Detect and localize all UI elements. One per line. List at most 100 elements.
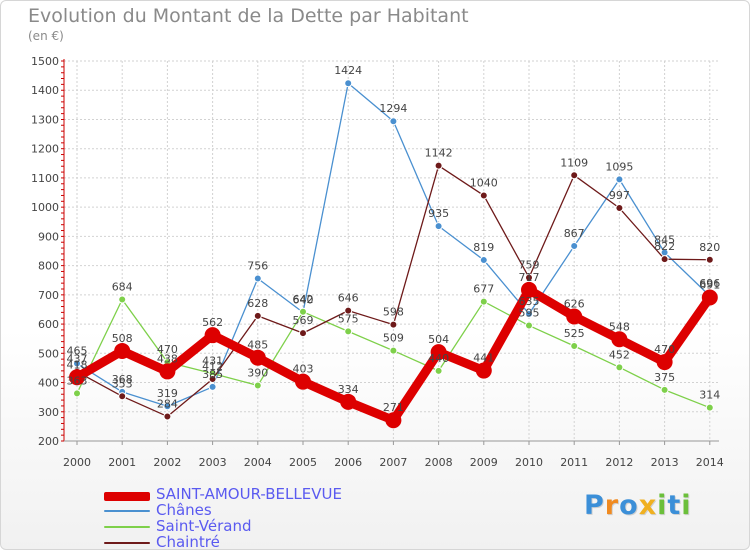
- y-tick-label: 1300: [31, 113, 59, 126]
- data-label: 1040: [470, 176, 498, 189]
- data-point: [253, 381, 262, 390]
- data-label: 717: [519, 271, 540, 284]
- data-point: [389, 320, 398, 329]
- data-label: 626: [564, 297, 585, 310]
- y-tick-label: 1500: [31, 55, 59, 68]
- data-point: [479, 297, 488, 306]
- data-label: 759: [519, 259, 540, 272]
- legend-label: SAINT-AMOUR-BELLEVUE: [156, 485, 342, 503]
- legend-swatch: [104, 542, 150, 544]
- data-label: 504: [428, 333, 449, 346]
- data-point: [159, 363, 176, 380]
- y-tick-label: 1400: [31, 84, 59, 97]
- logo-letter: P: [584, 490, 605, 521]
- y-tick-label: 1100: [31, 172, 59, 185]
- data-point: [705, 403, 714, 412]
- data-label: 1095: [605, 160, 633, 173]
- data-label: 867: [564, 227, 585, 240]
- data-label: 284: [157, 397, 178, 410]
- data-point: [615, 175, 624, 184]
- data-point: [385, 412, 402, 429]
- legend-swatch: [104, 510, 150, 512]
- data-label: 691: [699, 278, 720, 291]
- chart-subtitle: (en €): [28, 29, 64, 43]
- legend-label: Saint-Vérand: [156, 517, 252, 535]
- data-label: 1142: [425, 147, 453, 160]
- data-label: 485: [247, 339, 268, 352]
- logo-letter: r: [604, 490, 620, 521]
- data-point: [389, 117, 398, 126]
- data-point: [249, 349, 266, 366]
- data-label: 935: [428, 207, 449, 220]
- data-point: [570, 342, 579, 350]
- data-point: [434, 366, 443, 375]
- data-point: [479, 191, 488, 200]
- x-tick-label: 2013: [651, 456, 679, 469]
- logo-letter: o: [619, 490, 639, 521]
- data-point: [253, 311, 262, 320]
- data-label: 470: [654, 343, 675, 356]
- chart-title: Evolution du Montant de la Dette par Hab…: [28, 5, 469, 27]
- data-label: 334: [338, 383, 359, 396]
- x-tick-label: 2012: [605, 456, 633, 469]
- data-label: 375: [654, 371, 675, 384]
- y-tick-label: 600: [38, 318, 59, 331]
- data-point: [656, 354, 673, 371]
- x-tick-label: 2011: [560, 456, 588, 469]
- data-point: [163, 402, 172, 411]
- y-tick-label: 500: [38, 347, 59, 360]
- x-tick-label: 2005: [289, 456, 317, 469]
- data-label: 470: [157, 343, 178, 356]
- data-point: [475, 362, 492, 379]
- data-label: 412: [202, 360, 223, 373]
- data-label: 569: [293, 314, 314, 327]
- x-tick-label: 2014: [696, 456, 724, 469]
- y-tick-label: 900: [38, 230, 59, 243]
- data-label: 1109: [560, 156, 588, 169]
- x-tick-label: 2000: [63, 456, 91, 469]
- data-point: [611, 331, 628, 348]
- x-tick-label: 2004: [244, 456, 272, 469]
- data-label: 403: [293, 363, 314, 376]
- data-point: [344, 327, 353, 336]
- data-point: [570, 242, 579, 251]
- data-label: 677: [473, 283, 494, 296]
- data-point: [660, 255, 669, 264]
- data-point: [430, 344, 447, 361]
- data-label: 509: [383, 332, 404, 345]
- data-label: 997: [609, 189, 630, 202]
- data-point: [434, 222, 443, 231]
- data-label: 640: [293, 293, 314, 306]
- y-tick-label: 200: [38, 435, 59, 448]
- data-point: [118, 295, 127, 304]
- data-label: 696: [699, 277, 720, 290]
- data-label: 319: [157, 387, 178, 400]
- data-label: 438: [157, 352, 178, 365]
- data-label: 418: [67, 358, 88, 371]
- data-point: [525, 309, 533, 318]
- data-label: 684: [112, 281, 133, 294]
- axes: 200 300 400 500 600 700 800 900 1000 1100 1200 1300…: [31, 55, 724, 469]
- data-point: [295, 373, 311, 390]
- y-tick-label: 800: [38, 260, 59, 273]
- data-label: 440: [428, 352, 449, 365]
- data-point: [570, 171, 579, 180]
- y-tick-label: 300: [38, 406, 59, 419]
- data-point: [208, 375, 217, 384]
- data-label: 756: [247, 259, 268, 272]
- data-point: [660, 385, 669, 394]
- data-label: 431: [202, 354, 223, 367]
- data-label: 525: [564, 327, 585, 340]
- data-label: 385: [202, 368, 223, 381]
- x-tick-label: 2001: [108, 456, 136, 469]
- data-point: [615, 363, 624, 372]
- data-label: 628: [247, 297, 268, 310]
- y-tick-label: 1000: [31, 201, 59, 214]
- legend-label: Chaintré: [156, 533, 220, 550]
- data-point: [299, 307, 307, 316]
- data-point: [344, 306, 353, 315]
- data-point: [615, 204, 624, 213]
- data-label: 508: [112, 332, 133, 345]
- data-point: [118, 392, 127, 401]
